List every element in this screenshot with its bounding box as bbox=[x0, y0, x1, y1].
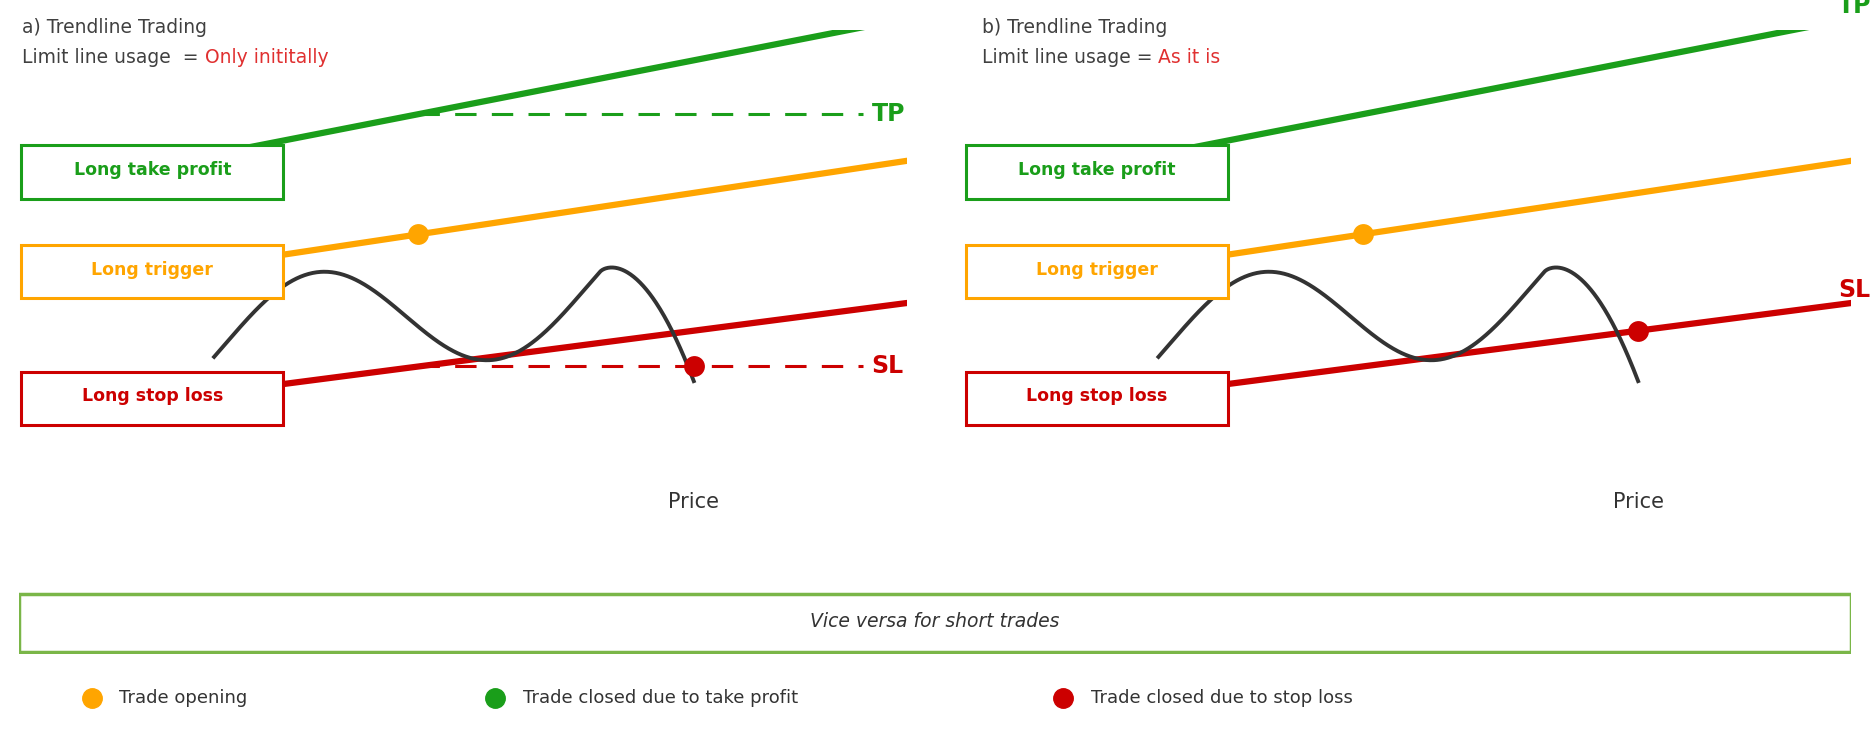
Text: Trade closed due to stop loss: Trade closed due to stop loss bbox=[1090, 689, 1352, 707]
Text: Limit line usage =: Limit line usage = bbox=[982, 48, 1158, 67]
Text: a) Trendline Trading: a) Trendline Trading bbox=[22, 18, 208, 38]
Text: Vice versa for short trades: Vice versa for short trades bbox=[810, 612, 1060, 631]
FancyBboxPatch shape bbox=[21, 145, 284, 199]
Text: Long stop loss: Long stop loss bbox=[1027, 387, 1167, 405]
Text: Long trigger: Long trigger bbox=[1036, 261, 1158, 279]
Text: Long stop loss: Long stop loss bbox=[82, 387, 223, 405]
Text: Limit line usage  =: Limit line usage = bbox=[22, 48, 206, 67]
Text: Long trigger: Long trigger bbox=[92, 261, 213, 279]
Text: SL: SL bbox=[871, 355, 903, 378]
FancyBboxPatch shape bbox=[965, 245, 1229, 299]
Text: As it is: As it is bbox=[1158, 48, 1221, 67]
Text: TP: TP bbox=[1838, 0, 1870, 18]
FancyBboxPatch shape bbox=[21, 245, 284, 299]
Text: Trade closed due to take profit: Trade closed due to take profit bbox=[524, 689, 798, 707]
Text: Trade opening: Trade opening bbox=[120, 689, 247, 707]
Text: SL: SL bbox=[1838, 278, 1870, 302]
Text: Price: Price bbox=[1612, 491, 1664, 511]
FancyBboxPatch shape bbox=[965, 372, 1229, 425]
Text: TP: TP bbox=[871, 102, 905, 126]
Text: Only inititally: Only inititally bbox=[206, 48, 329, 67]
FancyBboxPatch shape bbox=[965, 145, 1229, 199]
Text: b) Trendline Trading: b) Trendline Trading bbox=[982, 18, 1167, 38]
Text: Price: Price bbox=[668, 491, 720, 511]
FancyBboxPatch shape bbox=[19, 593, 1851, 652]
Text: Long take profit: Long take profit bbox=[1017, 160, 1176, 179]
FancyBboxPatch shape bbox=[21, 372, 284, 425]
Text: Long take profit: Long take profit bbox=[73, 160, 232, 179]
